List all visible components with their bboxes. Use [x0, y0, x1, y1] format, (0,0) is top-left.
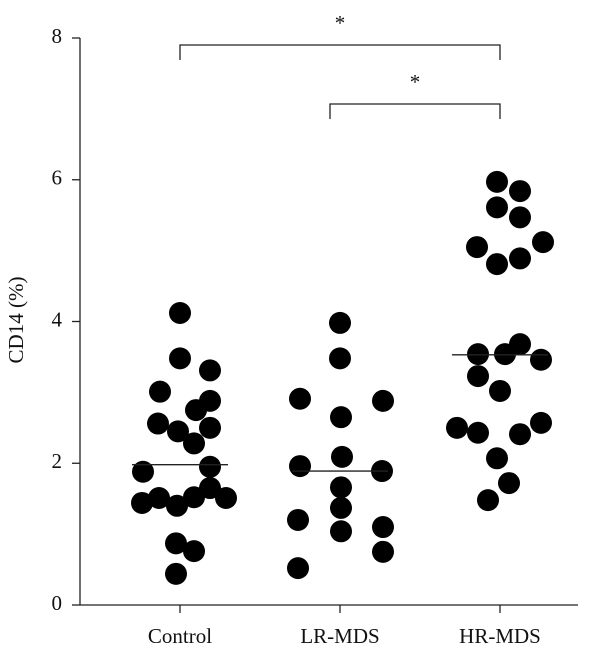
dot — [169, 301, 191, 324]
dot — [287, 508, 309, 531]
dot — [486, 170, 508, 193]
dot — [489, 379, 511, 402]
dot — [372, 516, 394, 539]
dot — [331, 445, 353, 468]
dot — [509, 423, 531, 446]
y-tick-label: 2 — [52, 449, 63, 473]
significance-label: * — [410, 70, 421, 94]
dot — [330, 496, 352, 519]
dot — [509, 180, 531, 203]
dot — [215, 486, 237, 509]
dot — [199, 416, 221, 439]
dot — [185, 399, 207, 422]
y-tick-label: 4 — [52, 307, 63, 331]
dot — [329, 347, 351, 370]
dot — [330, 476, 352, 499]
dot — [466, 236, 488, 259]
dot — [486, 253, 508, 276]
dot — [498, 472, 520, 495]
dot — [477, 489, 499, 512]
y-tick-label: 0 — [52, 591, 63, 615]
dot — [199, 359, 221, 382]
dot — [289, 455, 311, 478]
dot — [530, 348, 552, 371]
x-tick-label: LR-MDS — [300, 624, 379, 648]
dot — [530, 411, 552, 434]
dot — [509, 247, 531, 270]
dot — [199, 477, 221, 500]
x-tick-label: Control — [148, 624, 212, 648]
y-tick-label: 6 — [52, 166, 63, 190]
dot — [165, 562, 187, 585]
dot — [131, 491, 153, 514]
dot — [372, 389, 394, 412]
dot — [330, 406, 352, 429]
dot — [169, 347, 191, 370]
significance-label: * — [335, 11, 346, 35]
y-tick-label: 8 — [52, 24, 63, 48]
dot — [165, 532, 187, 555]
dot — [372, 540, 394, 563]
dot — [183, 540, 205, 563]
significance-bracket — [179, 44, 501, 60]
dot — [289, 387, 311, 410]
dot — [329, 311, 351, 334]
dot — [167, 420, 189, 443]
dot — [486, 447, 508, 470]
dot — [147, 412, 169, 435]
dot — [132, 460, 154, 483]
dot — [446, 416, 468, 439]
dot — [183, 486, 205, 509]
dot — [148, 486, 170, 509]
dot — [494, 343, 516, 366]
dot — [149, 380, 171, 403]
dot — [467, 365, 489, 388]
dot — [287, 557, 309, 580]
dot — [509, 206, 531, 229]
dot — [467, 421, 489, 444]
dot — [330, 520, 352, 543]
y-axis-label: CD14 (%) — [4, 277, 28, 364]
dot — [183, 432, 205, 455]
dot — [199, 455, 221, 478]
dot — [486, 196, 508, 219]
dot — [467, 343, 489, 366]
significance-bracket — [329, 103, 501, 119]
x-tick-label: HR-MDS — [459, 624, 541, 648]
dot — [166, 494, 188, 517]
dot — [532, 231, 554, 254]
